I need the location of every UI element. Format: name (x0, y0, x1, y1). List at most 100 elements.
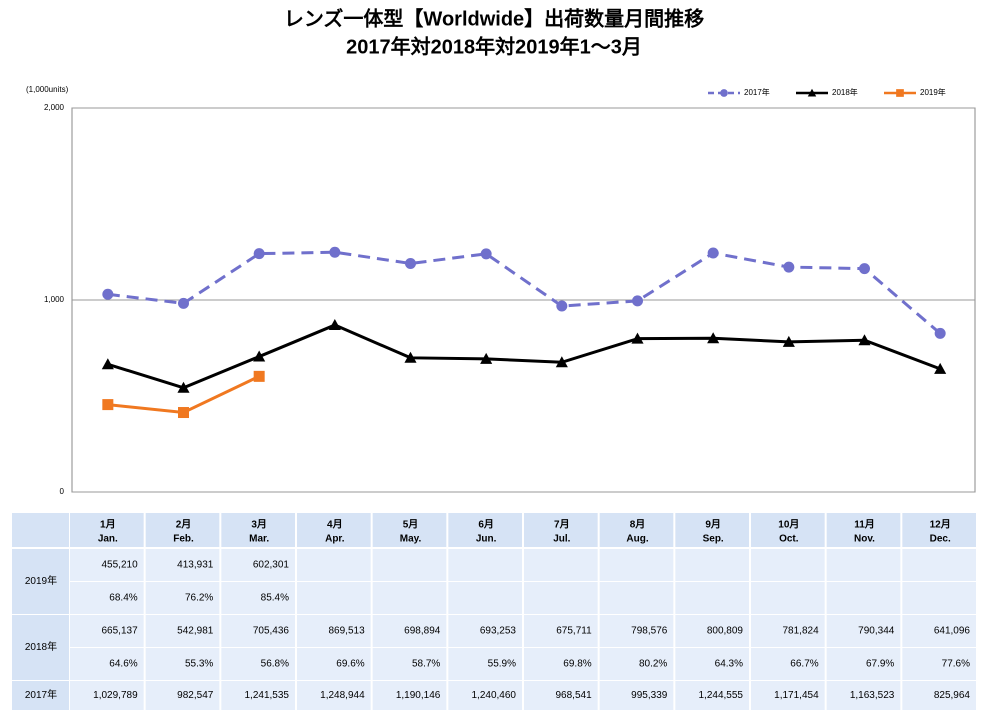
table-cell (524, 615, 598, 647)
ratio-label: 85.4% (261, 593, 289, 604)
table-cell (675, 648, 749, 680)
series-marker (404, 351, 417, 363)
series-line (107, 323, 941, 390)
month-label: 7月 (554, 519, 570, 531)
month-label: 12月 (930, 519, 951, 531)
value-label: 705,436 (253, 626, 290, 637)
series-marker (934, 362, 947, 374)
value-label: 1,248,944 (320, 690, 365, 701)
legend-marker (896, 89, 904, 97)
legend-label: 2017年 (744, 87, 770, 97)
value-label: 641,096 (934, 626, 971, 637)
month-label-en: Jun. (476, 534, 497, 545)
table-header-cell (297, 513, 371, 547)
series-marker (631, 332, 644, 344)
table-cell (145, 648, 220, 680)
value-label: 1,244,555 (699, 690, 744, 701)
series-marker (480, 352, 493, 364)
value-label: 455,210 (102, 560, 139, 571)
month-label-en: Apr. (325, 534, 345, 545)
month-label: 11月 (854, 519, 875, 531)
value-label: 798,576 (631, 626, 668, 637)
series-marker (934, 327, 946, 339)
series-marker (555, 356, 568, 368)
month-label-en: Feb. (173, 534, 194, 545)
series-marker (859, 263, 870, 275)
table-cell (599, 582, 674, 614)
table-cell (297, 615, 371, 647)
ratio-label: 67.9% (866, 659, 894, 670)
ratio-label: 66.7% (790, 659, 818, 670)
table-cell (675, 549, 749, 581)
ratio-label: 76.2% (185, 593, 213, 604)
row-header-cell (12, 549, 69, 614)
table-header-corner (12, 513, 69, 547)
table-cell (70, 648, 144, 680)
series-marker (178, 407, 189, 419)
chart-subtitle: 2017年対2018年対2019年1～3月 (346, 34, 642, 58)
series-marker (480, 248, 492, 260)
table-cell (751, 681, 825, 710)
table-cell (675, 582, 749, 614)
chart-title: レンズ一体型【Worldwide】出荷数量月間推移 (284, 6, 704, 30)
series-marker (102, 399, 114, 411)
table-header-cell (448, 513, 522, 547)
table-cell (372, 582, 447, 614)
series-marker (253, 350, 266, 362)
month-label-en: Mar. (249, 534, 269, 545)
ratio-label: 69.8% (563, 659, 591, 670)
table-header-cell (826, 513, 901, 547)
table-cell (599, 681, 674, 710)
month-label: 10月 (778, 519, 799, 531)
series-marker (707, 247, 719, 259)
table-cell (70, 681, 144, 710)
table-cell (826, 681, 901, 710)
table-cell (221, 549, 295, 581)
ratio-label: 68.4% (109, 593, 137, 604)
series-marker (253, 248, 265, 260)
table-cell (145, 582, 220, 614)
table-cell (145, 681, 220, 710)
value-label: 413,931 (177, 560, 214, 571)
table-header-cell (599, 513, 674, 547)
value-label: 1,241,535 (245, 690, 290, 701)
series-marker (782, 335, 795, 347)
value-label: 698,894 (404, 626, 441, 637)
table-cell (221, 681, 295, 710)
series-marker (101, 358, 114, 370)
table-cell (448, 549, 522, 581)
month-label-en: Aug. (626, 534, 648, 545)
table-header-cell (675, 513, 749, 547)
series-marker (405, 257, 416, 269)
table-cell (826, 615, 901, 647)
table-cell (902, 549, 976, 581)
table-header-cell (524, 513, 598, 547)
table-cell (902, 582, 976, 614)
legend-label: 2019年 (920, 87, 946, 97)
month-label-en: Oct. (779, 534, 799, 545)
value-label: 1,029,789 (93, 690, 138, 701)
table-cell (372, 648, 447, 680)
table-cell (145, 615, 220, 647)
value-label: 693,253 (480, 626, 517, 637)
table-cell (70, 549, 144, 581)
table-cell (448, 615, 522, 647)
value-label: 869,513 (329, 626, 366, 637)
legend-marker (807, 88, 817, 97)
table-header-cell (221, 513, 295, 547)
value-label: 1,240,460 (472, 690, 517, 701)
table-cell (599, 648, 674, 680)
value-label: 602,301 (253, 560, 290, 571)
series-marker (632, 295, 643, 307)
series-marker (858, 334, 871, 346)
value-label: 542,981 (177, 626, 214, 637)
row-header-cell (12, 615, 69, 680)
series-marker (177, 381, 190, 393)
month-label: 4月 (327, 519, 343, 531)
table-header-cell (70, 513, 144, 547)
table-cell (599, 549, 674, 581)
ratio-label: 58.7% (412, 659, 440, 670)
series-marker (556, 300, 568, 312)
table-cell (675, 615, 749, 647)
